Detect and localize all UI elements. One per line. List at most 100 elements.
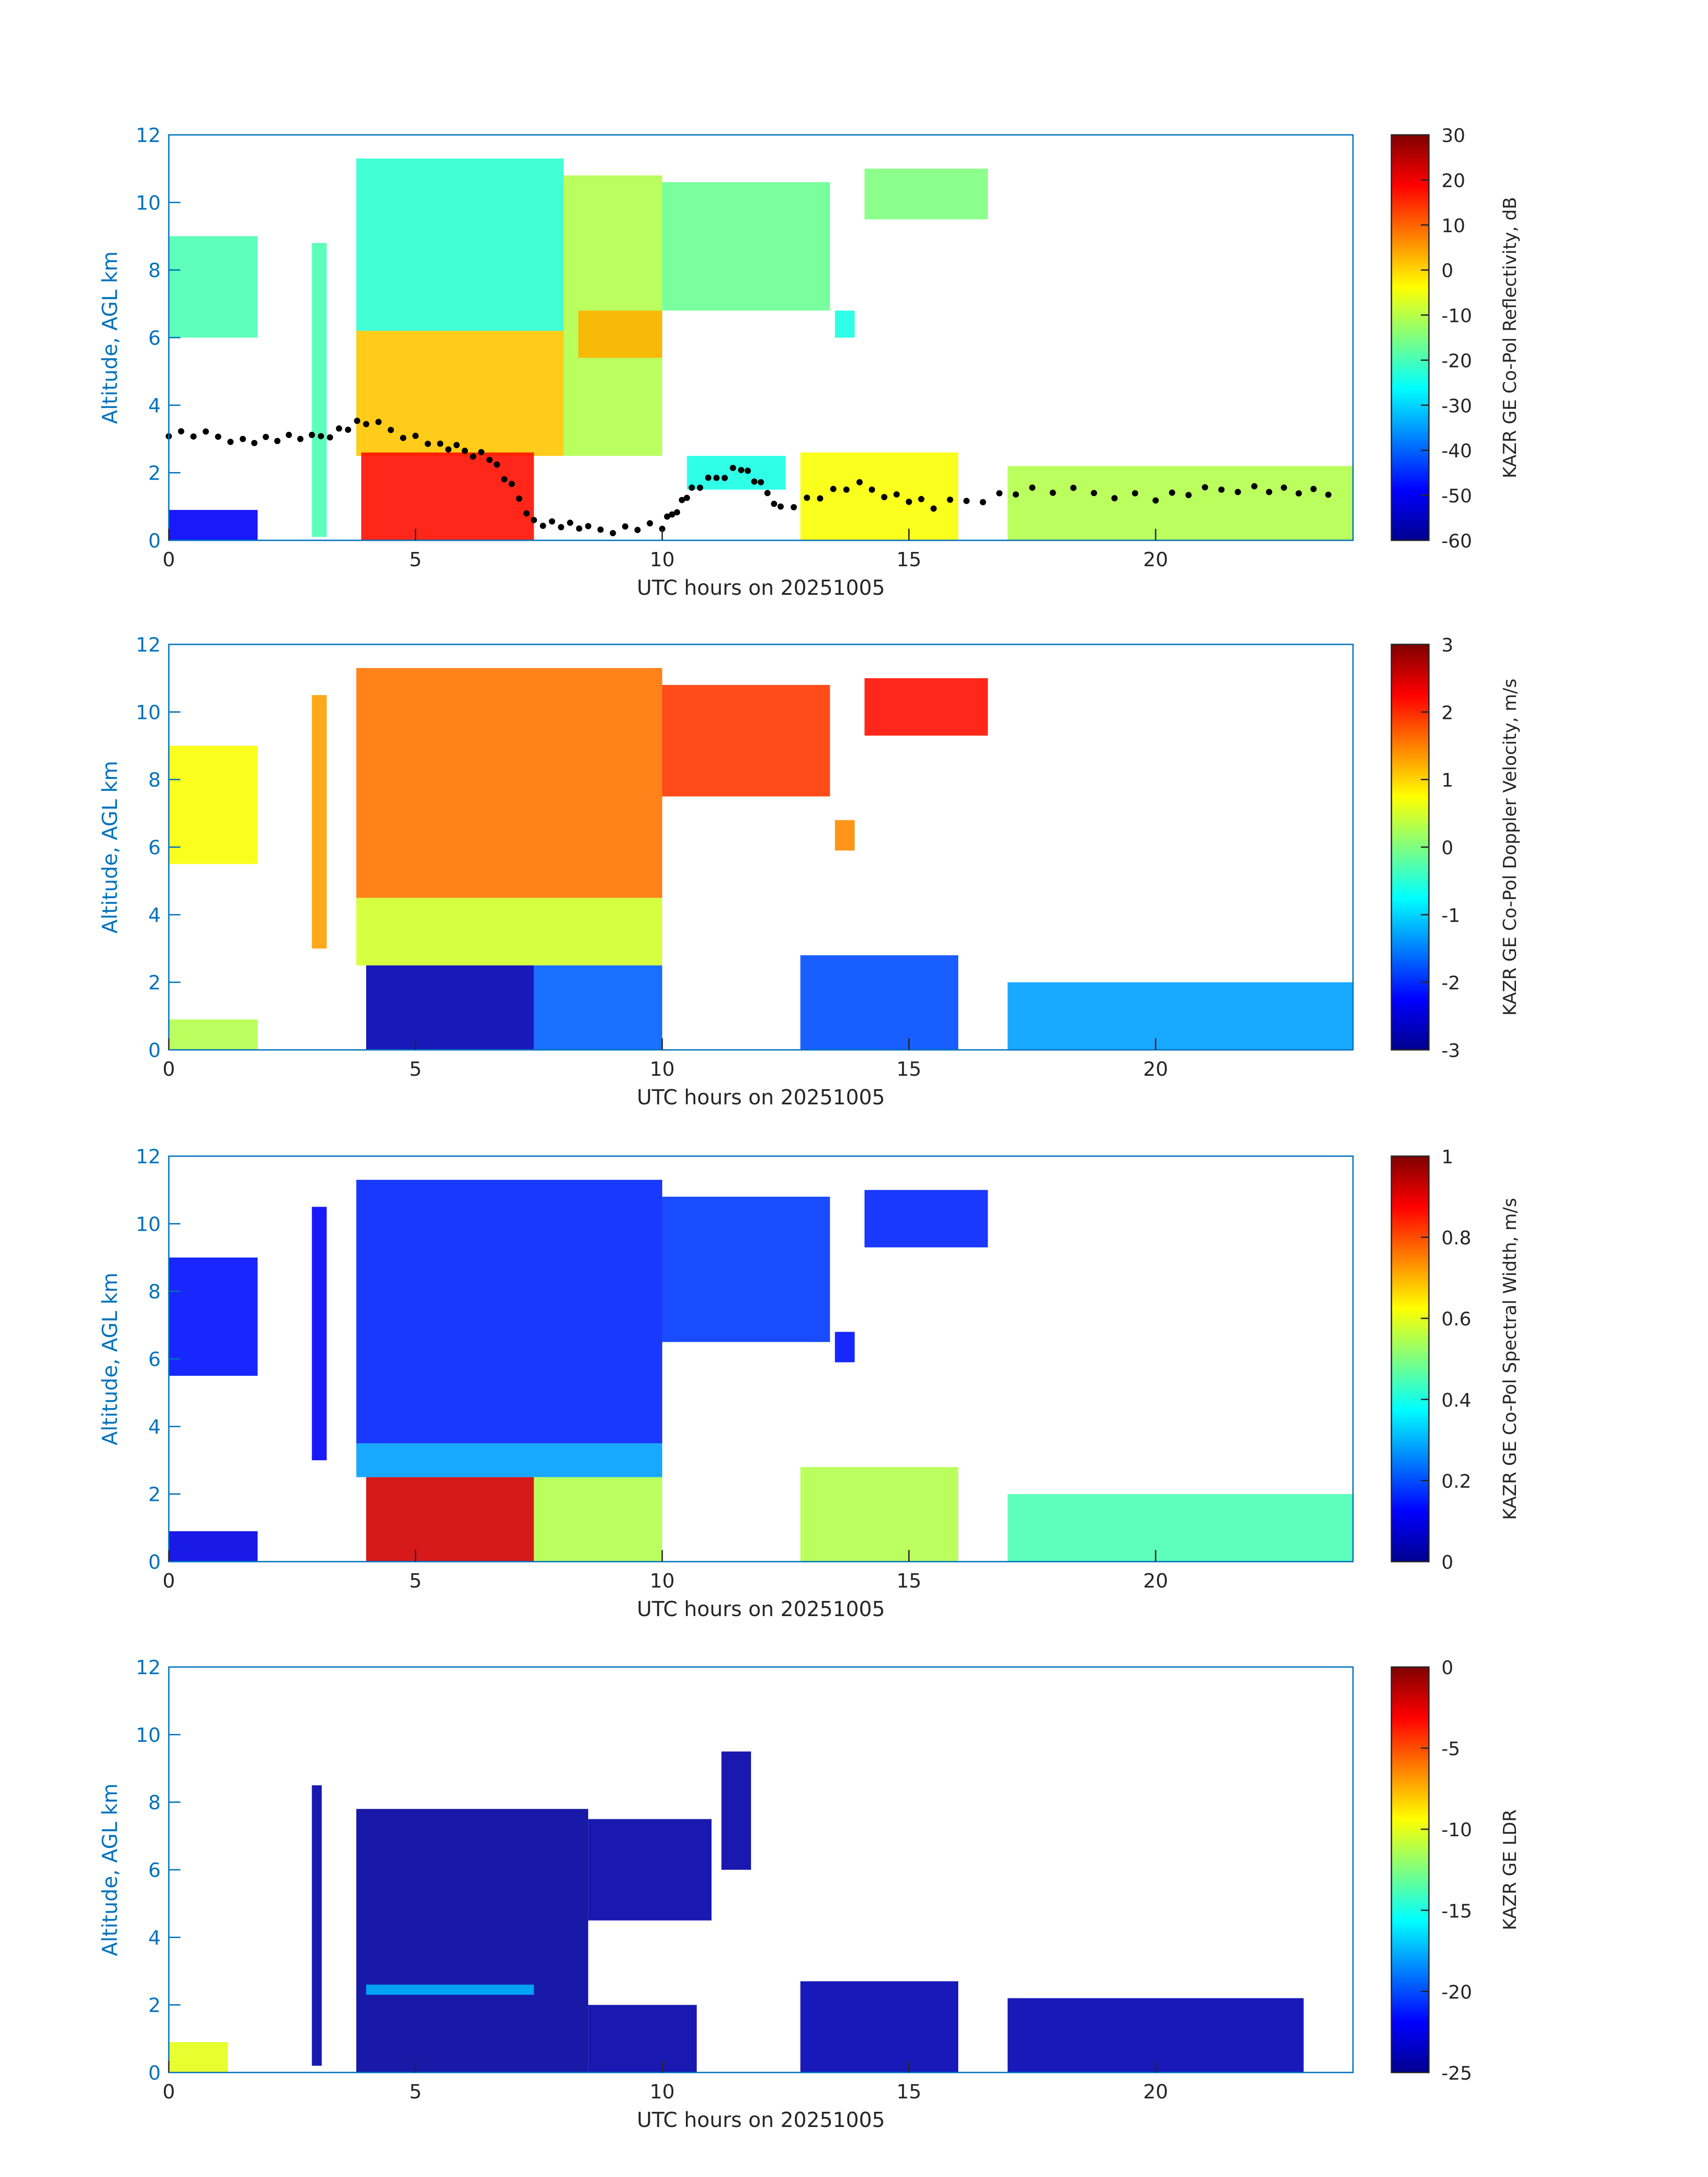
cloud-base-point [539,522,546,529]
cloud-base-point [1295,490,1302,497]
colorbar-tick-label: 3 [1441,634,1453,656]
field-image [169,1751,1304,2073]
y-axis-label: Altitude, AGL km [98,1783,122,1956]
y-tick-label: 2 [148,1994,161,2017]
field-region [1007,466,1353,540]
field-region [800,452,958,540]
cloud-base-point [478,449,484,455]
field-region [366,1985,534,1995]
x-tick-label: 5 [409,2081,422,2103]
field-region [361,452,534,540]
cloud-base-point [1153,497,1159,504]
cloud-base-point [462,447,468,454]
colorbar [1391,1155,1430,1563]
cloud-base-point [881,494,888,501]
colorbar-tick-label: -2 [1441,972,1460,994]
cloud-base-point [437,440,443,447]
colorbar-label: KAZR GE Co-Pol Reflectivity, dB [1500,197,1520,478]
cloud-base-point [309,431,315,438]
x-tick-label: 5 [409,1570,422,1592]
field-region [1007,982,1353,1050]
colorbar-tick-label: -50 [1441,485,1472,507]
y-tick-label: 2 [148,972,161,994]
y-tick-label: 12 [136,634,161,656]
cloud-base-point [1235,489,1241,495]
y-tick-label: 8 [148,1792,161,1814]
cloud-base-point [764,490,771,497]
y-tick-label: 4 [148,394,161,417]
field-region [356,668,662,898]
cloud-base-point [285,431,292,438]
cloud-base-point [251,440,258,447]
x-tick-label: 10 [650,1058,675,1081]
field-region [662,685,830,797]
cloud-base-point [1132,490,1138,497]
cloud-base-point [508,481,515,487]
field-image [169,158,1353,540]
y-tick-label: 4 [148,1926,161,1949]
cloud-base-point [345,426,351,433]
field-region [864,168,988,220]
field-region [312,1207,327,1460]
x-axis-label: UTC hours on 20251005 [637,1597,885,1621]
colorbar-tick-label: 0.6 [1441,1308,1471,1330]
field-region [169,1258,258,1376]
cloud-base-point [227,439,234,445]
cloud-base-point [1185,492,1192,498]
field-region [588,2005,697,2073]
colorbar-tick-label: -25 [1441,2062,1472,2084]
cloud-base-point [669,511,676,518]
field-region [356,1179,662,1444]
cloud-base-point [530,517,537,523]
y-tick-label: 10 [136,192,161,214]
cloud-base-point [493,461,500,468]
cloud-base-point [906,498,912,505]
field-region [312,695,327,949]
cloud-base-point [400,435,406,441]
cloud-base-point [239,436,246,442]
field-region [534,1477,662,1562]
y-axis-label: Altitude, AGL km [98,251,122,424]
cloud-base-point [1218,486,1225,493]
cloud-base-point [1090,490,1097,497]
colorbar-tick-label: 0 [1441,1657,1453,1679]
colorbar-tick-label: -30 [1441,395,1472,417]
y-tick-label: 0 [148,2062,161,2085]
field-region [835,1332,855,1362]
x-tick-label: 15 [897,1570,922,1592]
cloud-base-point [1325,491,1332,498]
cloud-base-point [790,504,797,510]
y-tick-label: 12 [136,124,161,147]
field-region [800,1981,958,2073]
cloud-base-point [674,509,681,516]
x-tick-label: 10 [650,1570,675,1592]
field-region [588,1819,712,1921]
cloud-base-point [425,440,431,447]
field-region [1007,1998,1304,2073]
cloud-base-point [622,523,629,530]
x-tick-label: 20 [1143,1570,1168,1592]
field-region [662,1196,830,1342]
cloud-base-point [610,530,616,536]
field-region [864,1190,988,1248]
cloud-base-point [744,468,751,474]
cloud-base-point [375,418,382,425]
x-tick-label: 15 [897,2081,922,2103]
cloud-base-point [215,433,221,440]
colorbar-tick-label: 1 [1441,1146,1453,1168]
colorbar-tick-label: 0.8 [1441,1227,1471,1249]
cloud-base-point [1251,483,1257,489]
colorbar-tick-label: -20 [1441,1981,1472,2003]
x-axis-label: UTC hours on 20251005 [637,1085,885,1109]
cloud-base-point [856,479,863,485]
colorbar-tick-label: -15 [1441,1900,1472,1922]
colorbar-tick-label: -10 [1441,305,1472,327]
field-image [169,668,1353,1050]
colorbar-tick-label: -40 [1441,440,1472,462]
cloud-base-point [1169,489,1175,496]
cloud-base-point [684,494,690,501]
cloud-base-point [893,491,900,498]
cloud-base-point [1202,484,1208,491]
